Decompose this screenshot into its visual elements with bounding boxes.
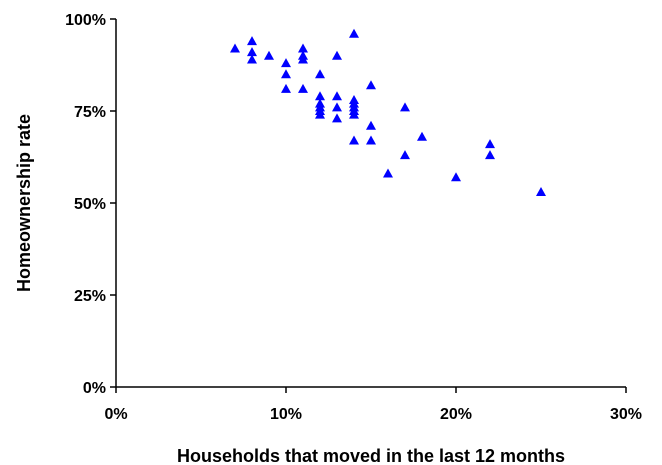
data-point bbox=[315, 91, 325, 101]
data-points bbox=[230, 28, 546, 196]
data-point bbox=[298, 83, 308, 93]
data-point bbox=[349, 109, 359, 119]
x-tick-label: 20% bbox=[440, 406, 472, 423]
data-point bbox=[400, 102, 410, 112]
x-tick-label: 10% bbox=[270, 406, 302, 423]
data-point bbox=[281, 83, 291, 93]
y-tick-label: 100% bbox=[65, 12, 106, 29]
y-tick-label: 0% bbox=[83, 380, 106, 397]
y-tick-label: 75% bbox=[74, 104, 106, 121]
data-point bbox=[281, 58, 291, 68]
data-point bbox=[383, 168, 393, 178]
data-point bbox=[264, 50, 274, 60]
data-point bbox=[485, 139, 495, 149]
data-point bbox=[451, 172, 461, 182]
data-point bbox=[366, 80, 376, 90]
axes bbox=[115, 19, 626, 388]
data-point bbox=[349, 135, 359, 145]
data-point bbox=[332, 113, 342, 123]
data-point bbox=[366, 120, 376, 130]
data-point bbox=[247, 54, 257, 64]
data-point bbox=[536, 186, 546, 196]
y-tick-label: 50% bbox=[74, 196, 106, 213]
data-point bbox=[230, 43, 240, 53]
data-point bbox=[332, 50, 342, 60]
data-point bbox=[485, 150, 495, 160]
data-point bbox=[247, 47, 257, 57]
data-point bbox=[366, 135, 376, 145]
data-point bbox=[400, 150, 410, 160]
data-point bbox=[349, 28, 359, 38]
data-point bbox=[315, 102, 325, 112]
y-tick-label: 25% bbox=[74, 288, 106, 305]
data-point bbox=[315, 69, 325, 79]
y-axis-title: Homeownership rate bbox=[14, 114, 34, 292]
x-tick-label: 30% bbox=[610, 406, 642, 423]
data-point bbox=[315, 109, 325, 119]
data-point bbox=[332, 91, 342, 101]
data-point bbox=[332, 102, 342, 112]
x-tick-label: 0% bbox=[104, 406, 127, 423]
data-point bbox=[281, 69, 291, 79]
ticks: 0% 25% 50% 75% 100% 0% 10% 20% 30% bbox=[65, 12, 642, 423]
x-axis-title: Households that moved in the last 12 mon… bbox=[177, 446, 565, 465]
data-point bbox=[298, 50, 308, 60]
data-point bbox=[417, 131, 427, 141]
data-point bbox=[298, 43, 308, 53]
data-point bbox=[247, 36, 257, 46]
